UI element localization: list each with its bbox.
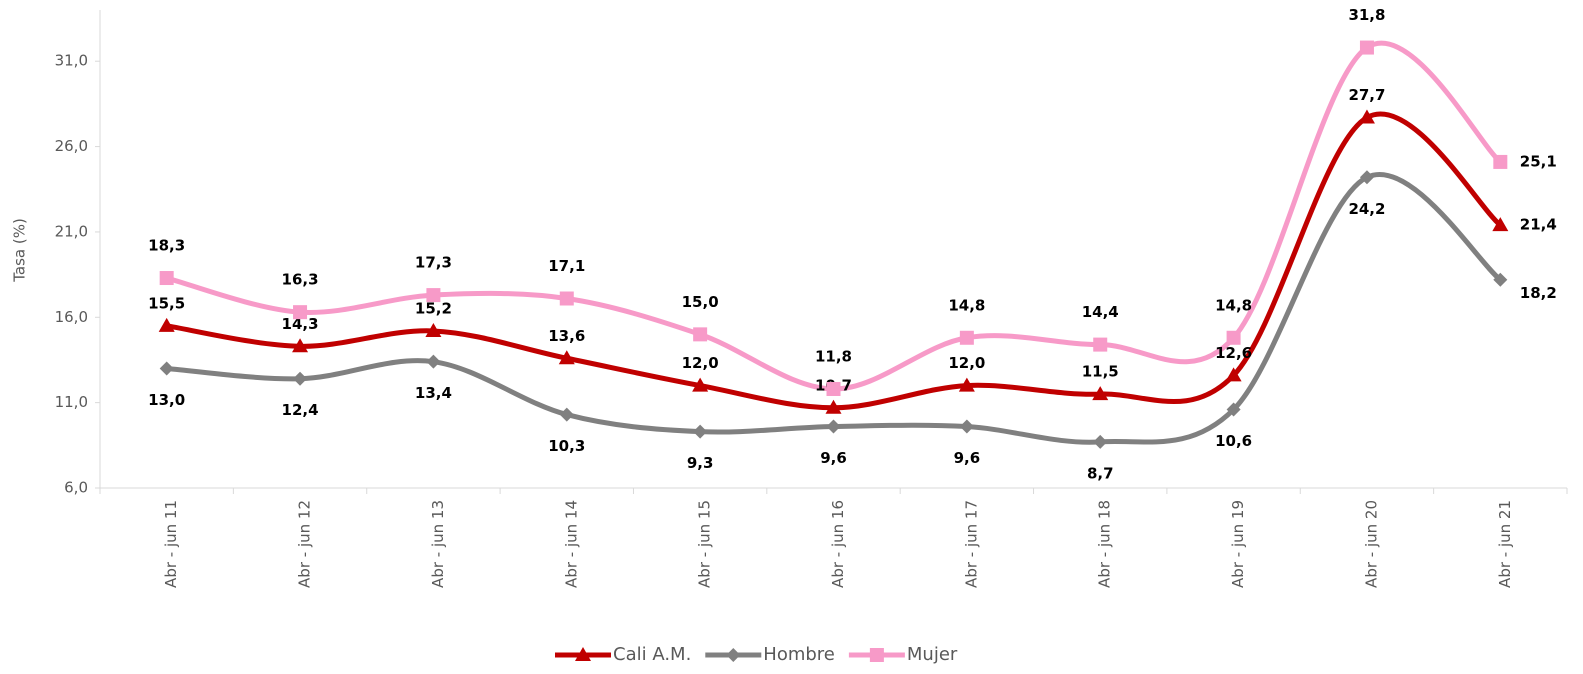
x-tick-label: Abr - jun 18	[1096, 500, 1114, 588]
marker	[558, 350, 575, 365]
x-tick-label: Abr - jun 17	[962, 500, 980, 588]
marker	[1093, 337, 1108, 352]
marker	[693, 424, 708, 439]
data-label: 16,3	[282, 271, 319, 289]
x-tick-label: Abr - jun 15	[696, 500, 714, 588]
y-tick-label: 6,0	[64, 479, 88, 497]
data-label: 15,0	[682, 293, 719, 311]
x-tick-label: Abr - jun 21	[1496, 500, 1514, 588]
data-label: 13,4	[415, 384, 452, 402]
data-label: 15,2	[415, 299, 452, 317]
marker	[559, 291, 574, 306]
x-tick-label: Abr - jun 12	[296, 500, 314, 588]
marker	[293, 305, 308, 320]
series-line	[166, 172, 1502, 445]
y-tick-label: 16,0	[55, 308, 88, 326]
marker	[1358, 109, 1375, 124]
x-tick-label: Abr - jun 20	[1362, 500, 1380, 588]
marker	[293, 371, 308, 386]
x-tick-label: Abr - jun 16	[829, 500, 847, 588]
legend-label: Mujer	[907, 644, 958, 665]
data-label: 27,7	[1348, 86, 1385, 104]
data-label: 18,3	[148, 237, 185, 255]
data-label: 9,3	[687, 454, 714, 472]
marker	[1226, 402, 1241, 417]
data-label: 25,1	[1520, 152, 1557, 170]
marker	[959, 419, 974, 434]
data-label: 10,6	[1215, 432, 1252, 450]
data-label: 8,7	[1087, 464, 1114, 482]
data-label: 14,8	[1215, 296, 1252, 314]
marker	[1359, 40, 1374, 55]
y-tick-label: 11,0	[55, 393, 88, 411]
marker	[158, 317, 175, 332]
marker	[1093, 434, 1108, 449]
marker	[825, 399, 842, 414]
data-label: 11,5	[1082, 363, 1119, 381]
y-axis-label: Tasa (%)	[11, 218, 29, 283]
data-label: 12,6	[1215, 344, 1252, 362]
data-label: 17,1	[548, 257, 585, 275]
marker	[559, 407, 574, 422]
marker	[1092, 386, 1109, 401]
marker	[1359, 170, 1374, 185]
x-tick-label: Abr - jun 13	[429, 500, 447, 588]
data-label: 14,8	[948, 296, 985, 314]
marker	[426, 354, 441, 369]
data-label: 13,0	[148, 391, 185, 409]
series-line	[166, 40, 1503, 392]
y-tick-label: 21,0	[55, 222, 88, 240]
legend-label: Hombre	[763, 644, 835, 665]
series-line	[166, 111, 1502, 411]
data-label: 24,2	[1348, 200, 1385, 218]
marker	[959, 330, 974, 345]
marker	[159, 361, 174, 376]
marker	[826, 419, 841, 434]
data-label: 31,8	[1348, 6, 1385, 24]
data-label: 18,2	[1520, 284, 1557, 302]
legend-label: Cali A.M.	[613, 644, 691, 665]
marker	[958, 377, 975, 392]
marker	[869, 648, 884, 662]
marker	[426, 288, 441, 303]
data-label: 13,6	[548, 327, 585, 345]
data-label: 11,8	[815, 347, 852, 365]
marker	[826, 381, 841, 396]
data-label: 12,4	[282, 401, 319, 419]
x-tick-label: Abr - jun 14	[562, 500, 580, 588]
data-label: 15,5	[148, 294, 185, 312]
data-label: 9,6	[820, 449, 847, 467]
marker	[693, 327, 708, 342]
data-label: 9,6	[954, 449, 981, 467]
x-tick-label: Abr - jun 11	[162, 500, 180, 588]
data-label: 12,0	[948, 354, 985, 372]
x-tick-label: Abr - jun 19	[1229, 500, 1247, 588]
marker	[1492, 217, 1509, 232]
marker	[1493, 154, 1508, 169]
marker	[1493, 272, 1508, 287]
marker	[1225, 367, 1242, 382]
data-label: 12,0	[682, 354, 719, 372]
marker	[575, 647, 591, 661]
data-label: 17,3	[415, 254, 452, 272]
data-label: 14,3	[282, 315, 319, 333]
data-label: 10,3	[548, 437, 585, 455]
marker	[726, 648, 741, 662]
marker	[159, 271, 174, 286]
marker	[692, 377, 709, 392]
y-tick-label: 26,0	[55, 137, 88, 155]
marker	[425, 322, 442, 337]
marker	[1226, 330, 1241, 345]
data-label: 14,4	[1082, 303, 1119, 321]
marker	[292, 338, 309, 353]
data-label: 21,4	[1520, 216, 1557, 234]
y-tick-label: 31,0	[55, 52, 88, 70]
